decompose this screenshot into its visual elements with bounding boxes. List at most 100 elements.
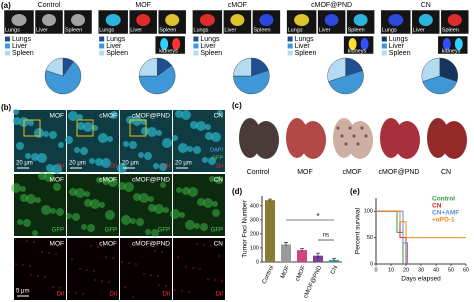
micrograph-texture xyxy=(50,208,56,214)
micrograph-texture xyxy=(20,186,26,192)
channel-label: GFP xyxy=(105,228,117,234)
micrograph-texture xyxy=(207,278,209,280)
image-label: Liver xyxy=(224,27,236,33)
pie-slice xyxy=(439,57,458,82)
legend-swatch xyxy=(381,43,387,49)
tumor-spot xyxy=(348,126,352,130)
group-title: CN xyxy=(421,2,431,9)
x-tick-label: 40 xyxy=(433,267,439,273)
micrograph-texture xyxy=(199,268,201,270)
legend-swatch xyxy=(381,36,387,42)
micrograph-texture xyxy=(13,109,19,115)
micrograph-texture xyxy=(146,240,148,242)
micrograph-texture xyxy=(26,240,28,242)
micrograph-texture xyxy=(86,269,88,271)
panel-letter: (e) xyxy=(350,187,360,196)
micrograph-texture xyxy=(154,204,164,214)
y-tick-label: 400 xyxy=(250,203,259,209)
lung-label: Control xyxy=(247,169,270,176)
micrograph-texture xyxy=(181,110,191,120)
pie-slice xyxy=(422,75,458,95)
micrograph-texture xyxy=(185,220,195,230)
micrograph-texture xyxy=(112,257,114,259)
x-tick-label: cMOF xyxy=(295,265,307,283)
micrograph-texture xyxy=(202,157,208,163)
x-tick-label: 10 xyxy=(388,267,394,273)
micrograph-texture xyxy=(96,177,102,183)
channel-label: GFP xyxy=(212,155,224,161)
micrograph-texture xyxy=(205,132,213,140)
legend-swatch xyxy=(287,43,293,49)
micrograph-texture xyxy=(215,176,223,184)
legend-label: +αPD-1 xyxy=(432,217,455,224)
legend-swatch xyxy=(287,50,293,56)
micrograph-texture xyxy=(35,197,41,203)
legend-label: Spleen xyxy=(295,50,317,57)
micrograph-texture xyxy=(117,163,127,173)
micrograph-texture xyxy=(212,201,218,207)
tumor-spot xyxy=(356,142,360,146)
y-tick-label: 0 xyxy=(370,261,373,267)
x-tick-label: Control xyxy=(262,265,276,285)
micrograph-texture xyxy=(133,193,141,201)
legend-label: Liver xyxy=(12,43,28,50)
micrograph-texture xyxy=(31,153,39,161)
image-label: Liver xyxy=(130,27,142,33)
image-label: kidneys xyxy=(348,48,367,54)
micrograph-texture xyxy=(52,286,54,288)
image-label: Lungs xyxy=(5,27,20,33)
legend-label: Liver xyxy=(389,43,405,50)
micrograph-texture xyxy=(93,270,95,272)
micrograph-texture xyxy=(108,281,110,283)
x-tick-label: MOF xyxy=(280,265,291,280)
channel-label: DiI xyxy=(216,163,223,169)
micrograph-texture xyxy=(68,111,78,121)
micrograph-texture xyxy=(29,265,31,267)
organ-signal xyxy=(418,14,433,26)
micrograph-texture xyxy=(121,261,123,263)
micrograph-texture xyxy=(110,111,118,119)
micrograph-texture xyxy=(23,219,31,227)
micrograph-texture xyxy=(108,177,118,187)
legend-label: Spleen xyxy=(389,50,411,57)
zoom-box xyxy=(76,119,94,137)
micrograph-texture xyxy=(94,279,96,281)
lung-label: MOF xyxy=(297,169,313,176)
organ-signal xyxy=(136,14,151,26)
legend-label: Spleen xyxy=(200,50,222,57)
micrograph-texture xyxy=(82,293,84,295)
micrograph-texture xyxy=(15,263,17,265)
legend-label: Spleen xyxy=(12,50,34,57)
micrograph-texture xyxy=(53,183,61,191)
column-label: CN xyxy=(214,241,224,248)
micrograph-texture xyxy=(211,132,221,142)
micrograph-texture xyxy=(22,264,24,266)
legend-swatch xyxy=(99,43,105,49)
micrograph-texture xyxy=(46,164,54,172)
micrograph-texture xyxy=(41,251,43,253)
micrograph-texture xyxy=(172,135,178,141)
micrograph-texture xyxy=(150,274,152,276)
scale-label: 20 μm xyxy=(69,161,86,167)
micrograph-texture xyxy=(124,182,134,192)
legend-label: Lungs xyxy=(106,36,126,43)
pie-slice xyxy=(233,57,252,77)
image-label: Spleen xyxy=(159,27,176,33)
micrograph-texture xyxy=(212,209,220,217)
micrograph-texture xyxy=(90,245,92,247)
lung-label: cMOF@PND xyxy=(379,169,420,176)
lung-label: CN xyxy=(441,169,451,176)
legend-swatch xyxy=(5,36,10,42)
micrograph-texture xyxy=(194,223,200,229)
legend-swatch xyxy=(287,36,293,42)
legend-swatch xyxy=(99,36,105,42)
micrograph-texture xyxy=(71,258,73,260)
micrograph-texture xyxy=(101,280,103,282)
lung-photo xyxy=(394,121,420,159)
micrograph-texture xyxy=(210,245,212,247)
micrograph-texture xyxy=(208,157,216,165)
lung-photo xyxy=(253,121,279,159)
micrograph-texture xyxy=(81,224,87,230)
micrograph-texture xyxy=(26,194,36,204)
